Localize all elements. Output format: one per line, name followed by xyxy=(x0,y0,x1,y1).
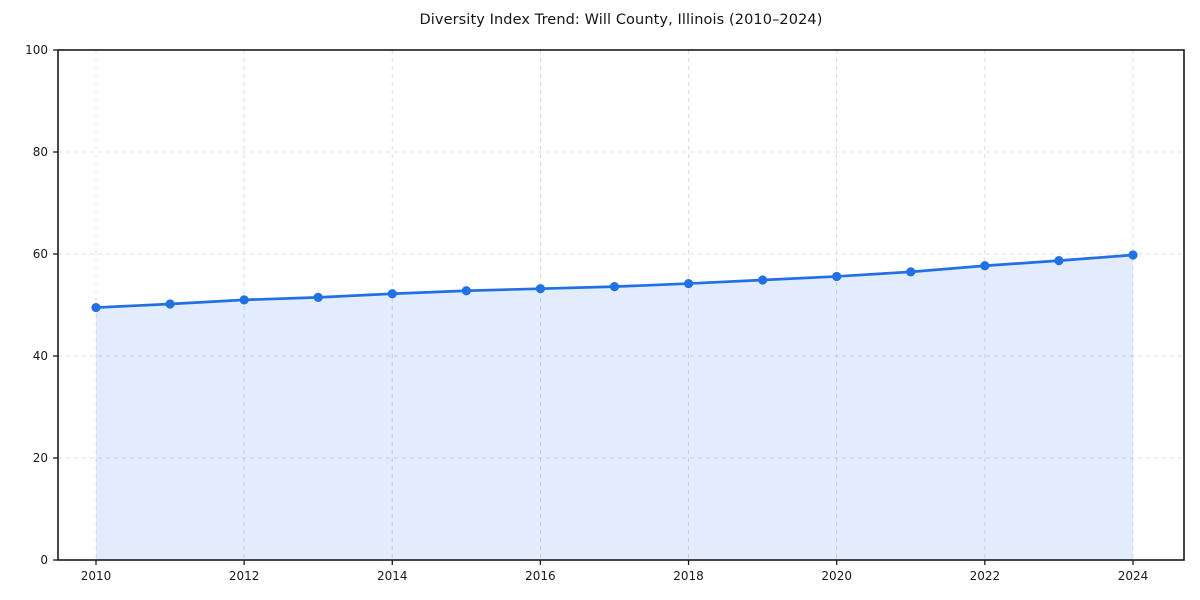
x-tick-label: 2010 xyxy=(81,569,112,583)
y-tick-label: 100 xyxy=(25,43,48,57)
area-fill xyxy=(96,255,1133,560)
plot-border xyxy=(57,49,1185,561)
x-tick-label: 2012 xyxy=(229,569,260,583)
y-tick-label: 40 xyxy=(33,349,48,363)
x-tick-label: 2014 xyxy=(377,569,408,583)
data-point xyxy=(609,282,620,292)
x-tick-label: 2016 xyxy=(525,569,556,583)
y-tick-label: 0 xyxy=(40,553,48,567)
x-tick-label: 2024 xyxy=(1118,569,1149,583)
chart-title: Diversity Index Trend: Will County, Illi… xyxy=(419,12,823,28)
x-tick-label: 2018 xyxy=(673,569,704,583)
data-point xyxy=(832,271,842,282)
data-point xyxy=(980,261,990,271)
x-tick-label: 2022 xyxy=(970,569,1001,583)
data-point xyxy=(906,267,916,277)
y-tick-label: 80 xyxy=(33,145,48,159)
data-point xyxy=(1054,256,1064,266)
data-point xyxy=(535,284,546,294)
data-point xyxy=(239,295,249,305)
x-tick-label: 2020 xyxy=(821,569,852,583)
data-point xyxy=(758,275,768,285)
data-point xyxy=(313,292,323,302)
data-point xyxy=(165,299,175,309)
data-point xyxy=(461,286,471,296)
data-point xyxy=(683,278,694,289)
data-point xyxy=(387,289,397,299)
data-point xyxy=(91,302,101,313)
y-tick-label: 20 xyxy=(33,451,48,465)
y-tick-label: 60 xyxy=(33,247,48,261)
data-point xyxy=(1128,250,1138,260)
